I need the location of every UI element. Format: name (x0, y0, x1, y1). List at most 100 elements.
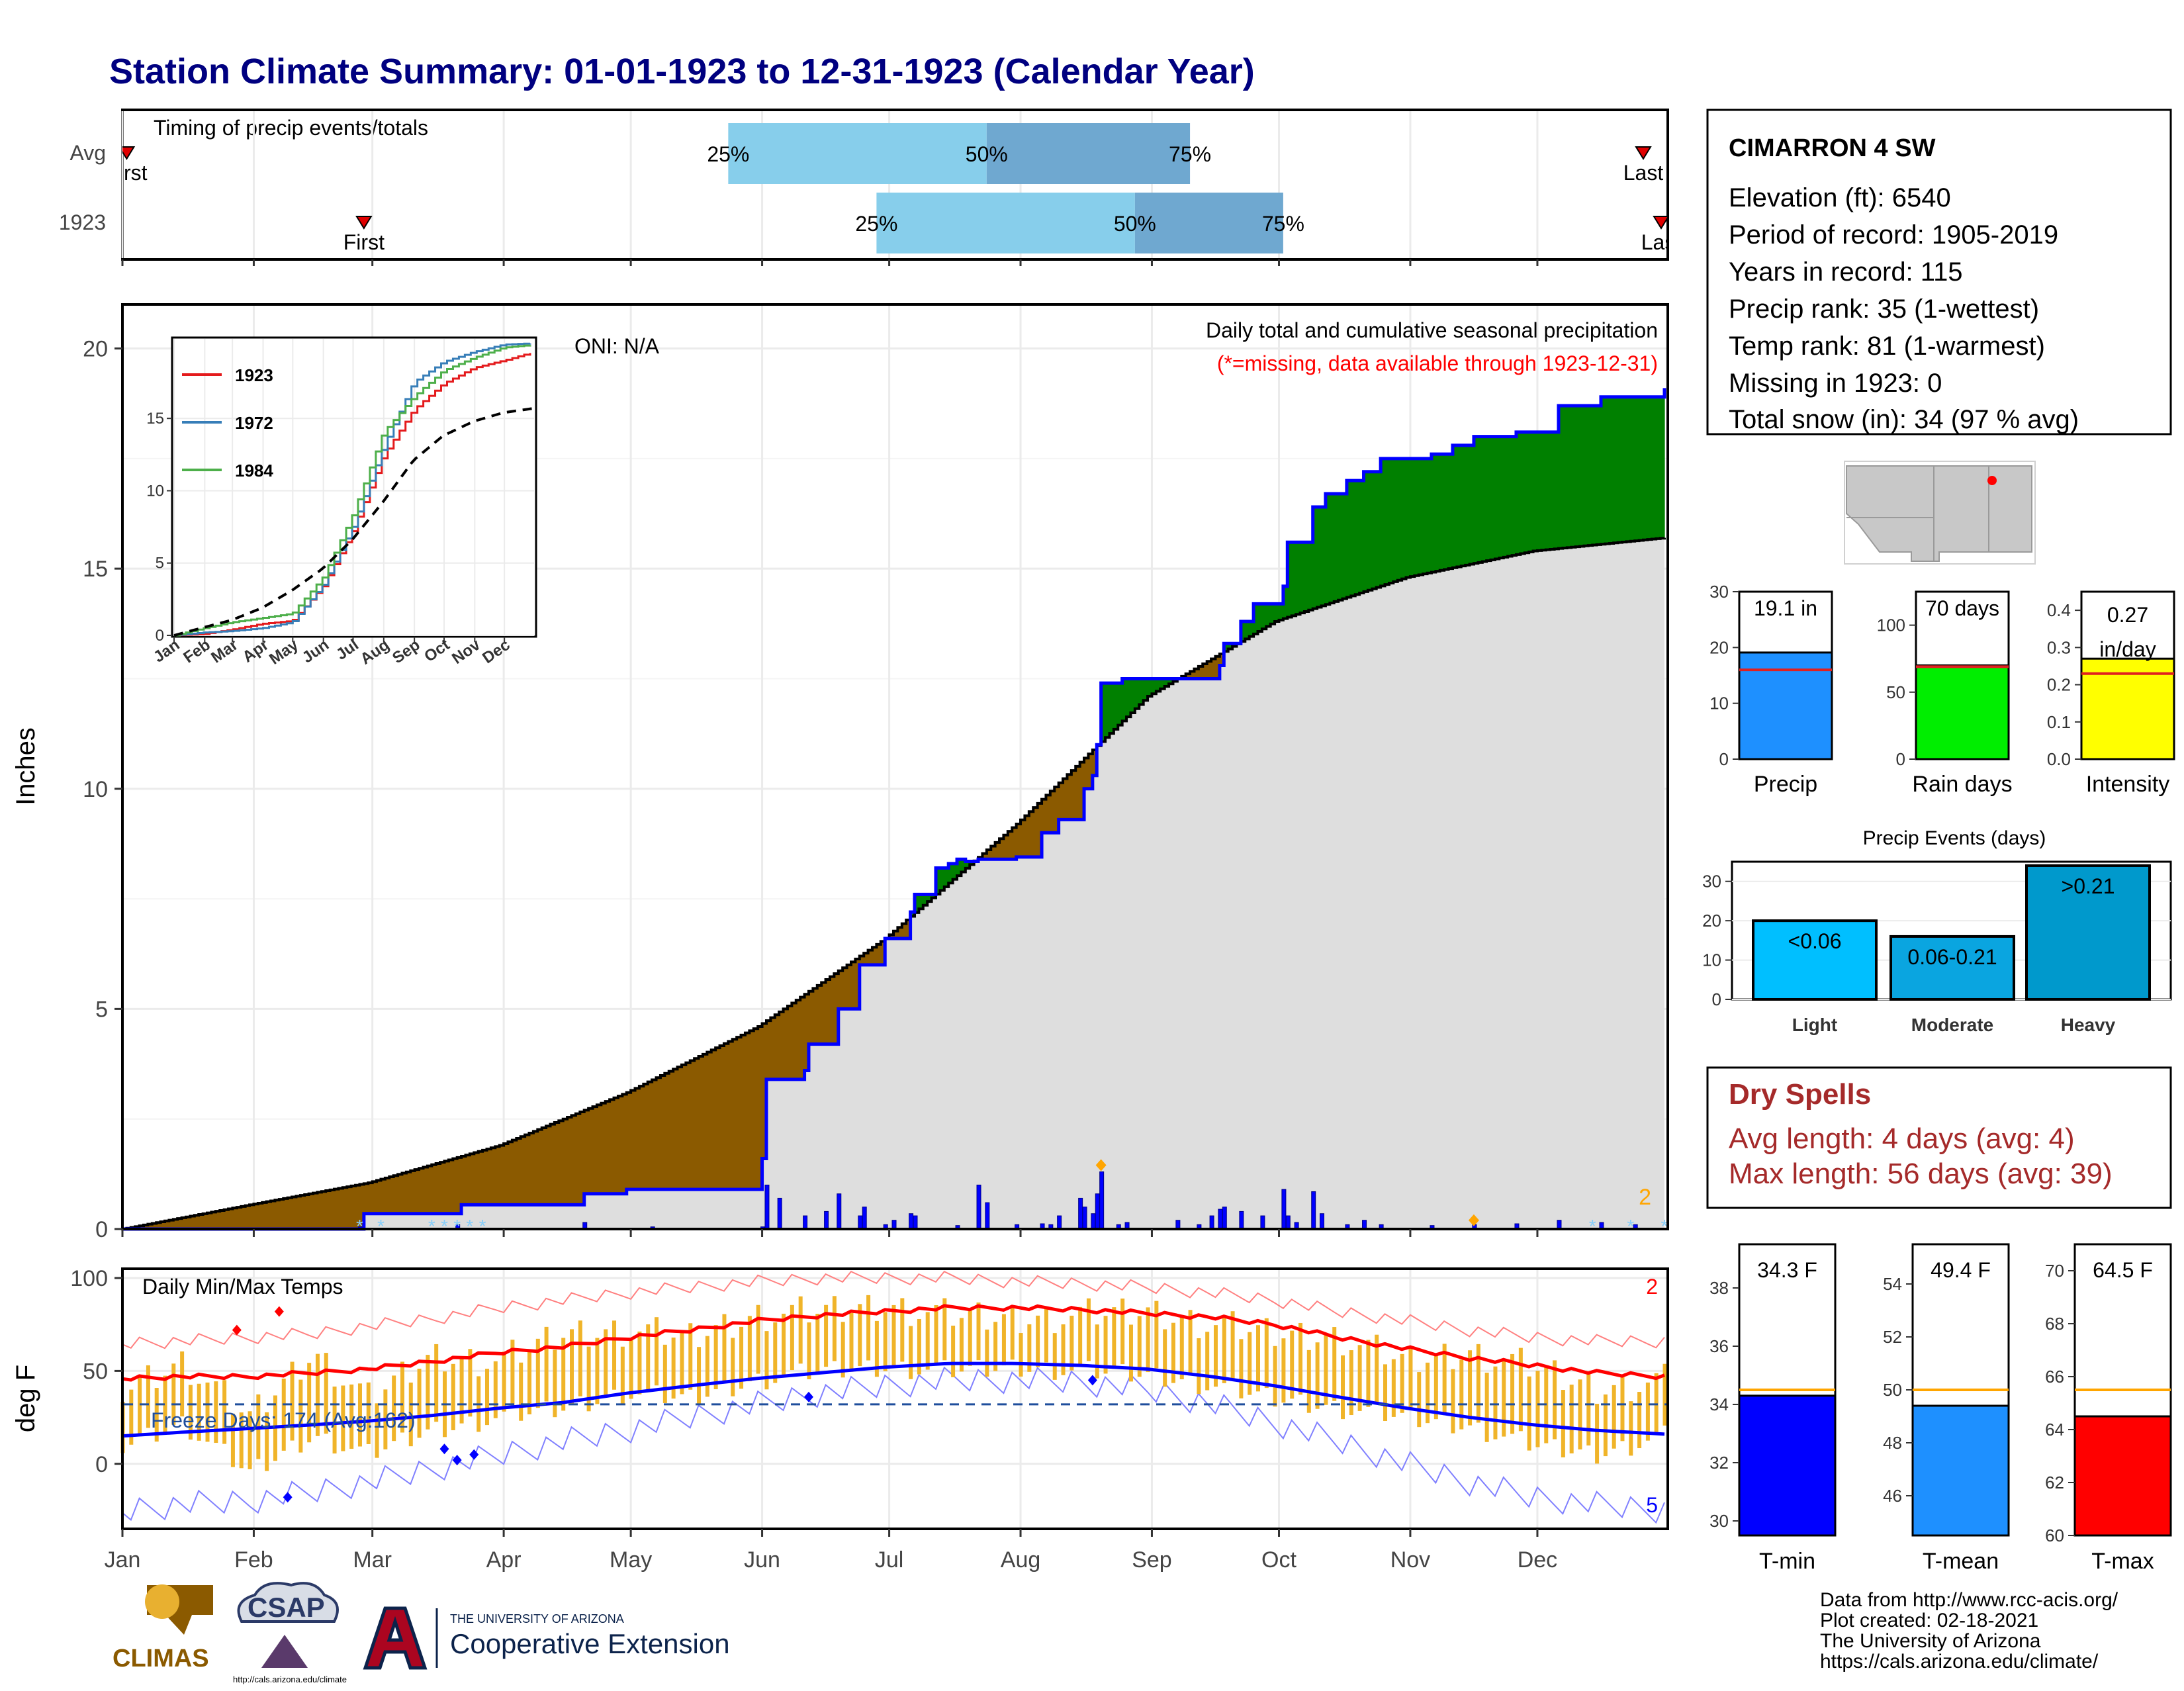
precip-events-y-tick-label: 30 (1702, 872, 1721, 891)
daily-temp-range-bar (188, 1385, 193, 1440)
daily-temp-range-bar (1408, 1346, 1413, 1409)
daily-temp-range-bar (1510, 1353, 1515, 1434)
daily-temp-range-bar (629, 1338, 633, 1399)
daily-temp-range-bar (357, 1383, 362, 1447)
daily-precip-bar (824, 1211, 829, 1230)
daily-temp-range-bar (315, 1353, 320, 1436)
daily-temp-range-bar (298, 1379, 303, 1453)
daily-precip-bar (858, 1215, 863, 1230)
precip-events-category-label: Heavy (2061, 1015, 2116, 1035)
daily-temp-range-bar (307, 1363, 312, 1443)
daily-precip-bar (1222, 1207, 1227, 1230)
precip-y-axis-label: Inches (11, 727, 40, 805)
daily-temp-range-bar (146, 1365, 150, 1428)
precip-events-bar-label: >0.21 (2062, 874, 2115, 898)
daily-temp-range-bar (586, 1346, 591, 1412)
daily-temp-range-bar (1578, 1379, 1582, 1450)
daily-temp-range-bar (798, 1296, 803, 1364)
precip-events-category-label: Light (1792, 1015, 1837, 1035)
daily-temp-range-bar (1146, 1307, 1150, 1373)
stat-bar-value-label-2: in/day (2099, 637, 2156, 661)
last-event-label: Last (1623, 161, 1664, 185)
record-min-line (122, 1366, 1665, 1524)
inset-grid (173, 339, 534, 636)
above-normal-area (910, 396, 1665, 917)
daily-temp-range-bar (883, 1312, 887, 1371)
temp-stat-bars: 34.3 F 30 32 34 36 38 T-min 49.4 F 46 48 50 52 54 T-m… (1709, 1243, 2172, 1574)
daily-precip-bar (985, 1202, 990, 1230)
stat-bar-fill (1915, 664, 2010, 760)
temp-record-marker (439, 1443, 449, 1455)
temp-count-bottom: 5 (1646, 1493, 1658, 1517)
daily-temp-range-bar (1645, 1382, 1650, 1441)
daily-temp-range-bar (1654, 1373, 1659, 1434)
temp-bar-y-tick-label: 66 (2045, 1367, 2064, 1387)
precip-events-title: Precip Events (days) (1863, 827, 2046, 849)
daily-temp-range-bar (985, 1329, 989, 1377)
precip-count-label: 2 (1639, 1185, 1651, 1210)
daily-temp-range-bar (1255, 1325, 1260, 1392)
figure-title: Station Climate Summary: 01-01-1923 to 1… (109, 52, 1255, 91)
daily-temp-range-bar (1383, 1364, 1388, 1422)
daily-precip-bar (1082, 1207, 1087, 1230)
daily-temp-range-bar (1273, 1346, 1277, 1407)
precip-events-bar (1889, 935, 2015, 1001)
timing-p25-label: 25% (855, 212, 897, 236)
daily-temp-range-bar (484, 1369, 489, 1426)
daily-temp-range-bar (1281, 1338, 1286, 1403)
daily-temp-range-bar (1375, 1334, 1379, 1403)
daily-temp-range-bar (459, 1356, 464, 1424)
stat-bar-category-label: Precip (1754, 772, 1817, 797)
daily-temp-range-bar (154, 1388, 159, 1442)
daily-precip-bar (1320, 1213, 1325, 1230)
temp-record-marker (469, 1449, 479, 1460)
daily-precip-bar (1209, 1215, 1214, 1230)
daily-temp-range-bar (222, 1380, 227, 1444)
daily-precip-bar (1218, 1209, 1223, 1230)
daily-temp-range-bar (849, 1312, 854, 1372)
daily-temp-range-bar (951, 1325, 956, 1377)
precip-panel-title: Daily total and cumulative seasonal prec… (1206, 318, 1658, 342)
dry-spells-frame (1706, 1066, 2172, 1209)
daily-precip-bar (1099, 1171, 1105, 1230)
daily-temp-range-bar (815, 1314, 820, 1373)
locator-map (1844, 461, 2036, 565)
daily-precip-bar (976, 1184, 981, 1230)
daily-temp-range-bar (400, 1361, 404, 1433)
timing-p75-label: 75% (1169, 142, 1211, 166)
daily-temp-range-bar (841, 1322, 845, 1378)
daily-temp-range-bar (858, 1304, 862, 1367)
daily-precip-bar (1260, 1215, 1265, 1230)
daily-temp-range-bar (1222, 1318, 1226, 1383)
temp-bar-value-label: 34.3 F (1757, 1258, 1817, 1282)
legend-label-1972: 1972 (235, 413, 273, 433)
legend-label-1984: 1984 (235, 461, 273, 480)
daily-temp-range-bar (1306, 1349, 1311, 1413)
snow-markers: * * * * * * * * * * (356, 1216, 1668, 1236)
timing-bar-50-75 (986, 123, 1191, 184)
daily-temp-range-bar (1400, 1353, 1404, 1413)
month-x-tick-label: Jun (744, 1547, 780, 1573)
daily-temp-range-bar (705, 1336, 709, 1397)
daily-temp-range-bar (1248, 1332, 1252, 1395)
stat-bar-y-tick-label: 0.4 (2047, 600, 2071, 620)
daily-precip-bar (1078, 1197, 1083, 1230)
below-normal-area (122, 653, 1224, 1229)
daily-temp-range-bar (1493, 1366, 1498, 1440)
daily-temp-range-bar (561, 1338, 566, 1411)
daily-precip-bar (1285, 1215, 1291, 1230)
record-daily-marker (1095, 1159, 1107, 1171)
last-event-label: Last (1641, 230, 1682, 254)
temp-bar-y-tick-label: 46 (1883, 1486, 1902, 1506)
inset-average-line (173, 406, 535, 637)
daily-temp-range-bar (527, 1350, 532, 1414)
month-x-tick-label: Sep (1132, 1547, 1172, 1573)
temp-bar-y-tick-label: 30 (1709, 1511, 1729, 1531)
temp-bar-fill (1911, 1404, 2010, 1537)
daily-temp-range-bar (1001, 1314, 1006, 1365)
stat-bar-fill (2080, 657, 2175, 760)
temp-record-marker (803, 1391, 813, 1402)
daily-temp-range-bar (1298, 1322, 1303, 1395)
